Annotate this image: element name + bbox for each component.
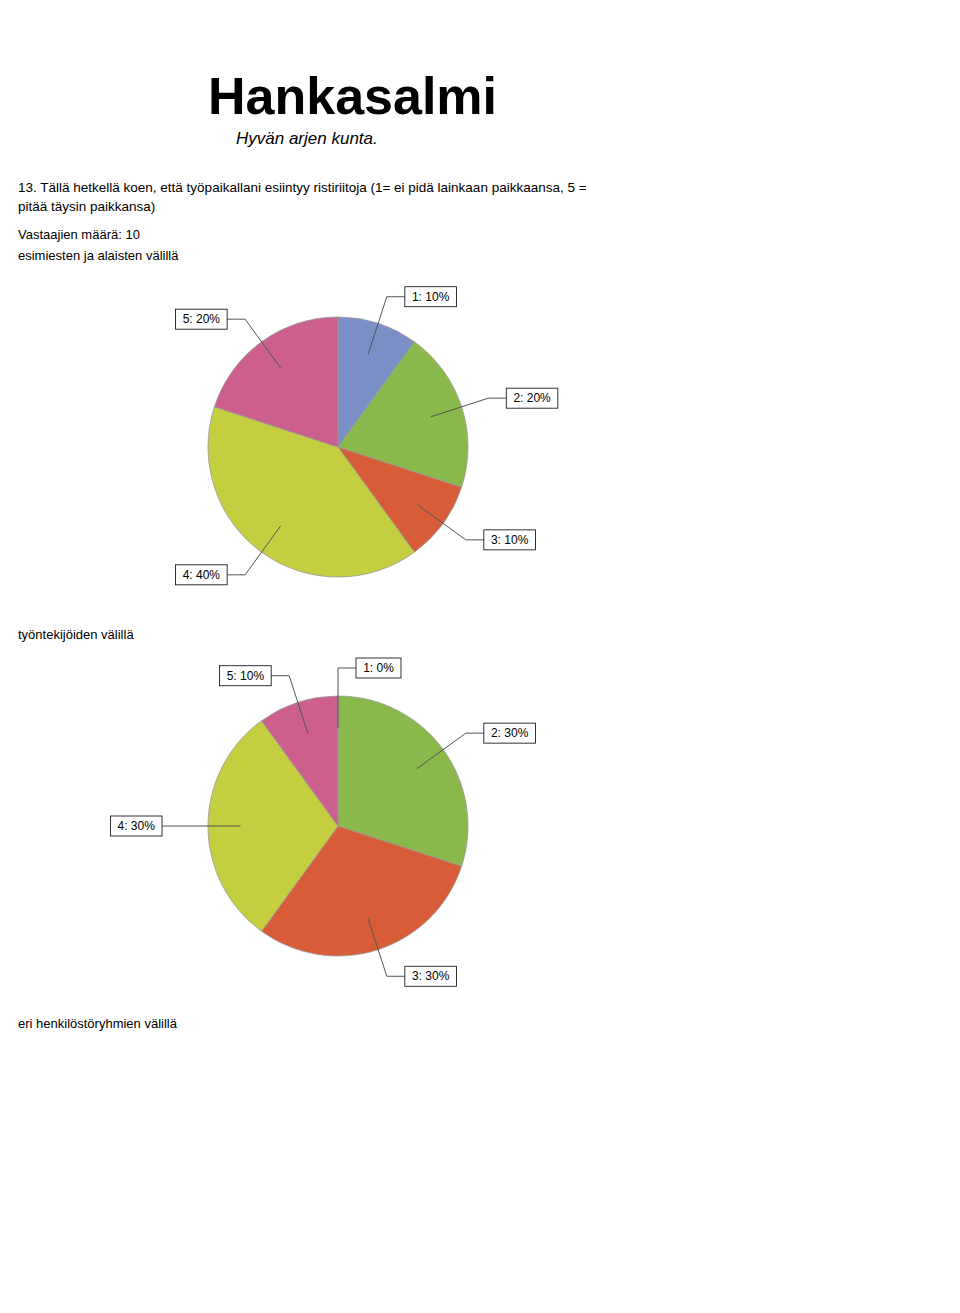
html-text:Hankasalmi: Hankasalmi	[208, 67, 497, 125]
svg-text:4: 40%: 4: 40%	[183, 568, 221, 582]
html-text:työntekijöiden välillä: työntekijöiden välillä	[18, 627, 134, 642]
html-text:13. Tällä hetkellä koen, että: 13. Tällä hetkellä koen, että työpaikall…	[18, 180, 587, 196]
svg-text:2: 20%: 2: 20%	[513, 391, 551, 405]
svg-text:3: 10%: 3: 10%	[491, 533, 529, 547]
svg-text:5: 10%: 5: 10%	[227, 669, 265, 683]
svg-text:3: 30%: 3: 30%	[412, 969, 450, 983]
svg-text:5: 20%: 5: 20%	[183, 312, 221, 326]
svg-text:1: 10%: 1: 10%	[412, 290, 450, 304]
svg-text:4: 30%: 4: 30%	[118, 819, 156, 833]
html-text:Hyvän arjen kunta.: Hyvän arjen kunta.	[236, 129, 378, 149]
html-text:Vastaajien määrä: 10: Vastaajien määrä: 10	[18, 227, 140, 242]
svg-text:1: 0%: 1: 0%	[363, 661, 394, 675]
html-text:pitää täysin paikkansa): pitää täysin paikkansa)	[18, 199, 156, 215]
html-text:eri henkilöstöryhmien välillä: eri henkilöstöryhmien välillä	[18, 1016, 177, 1031]
html-text:esimiesten ja alaisten välillä: esimiesten ja alaisten välillä	[18, 248, 179, 263]
svg-text:2: 30%: 2: 30%	[491, 726, 529, 740]
